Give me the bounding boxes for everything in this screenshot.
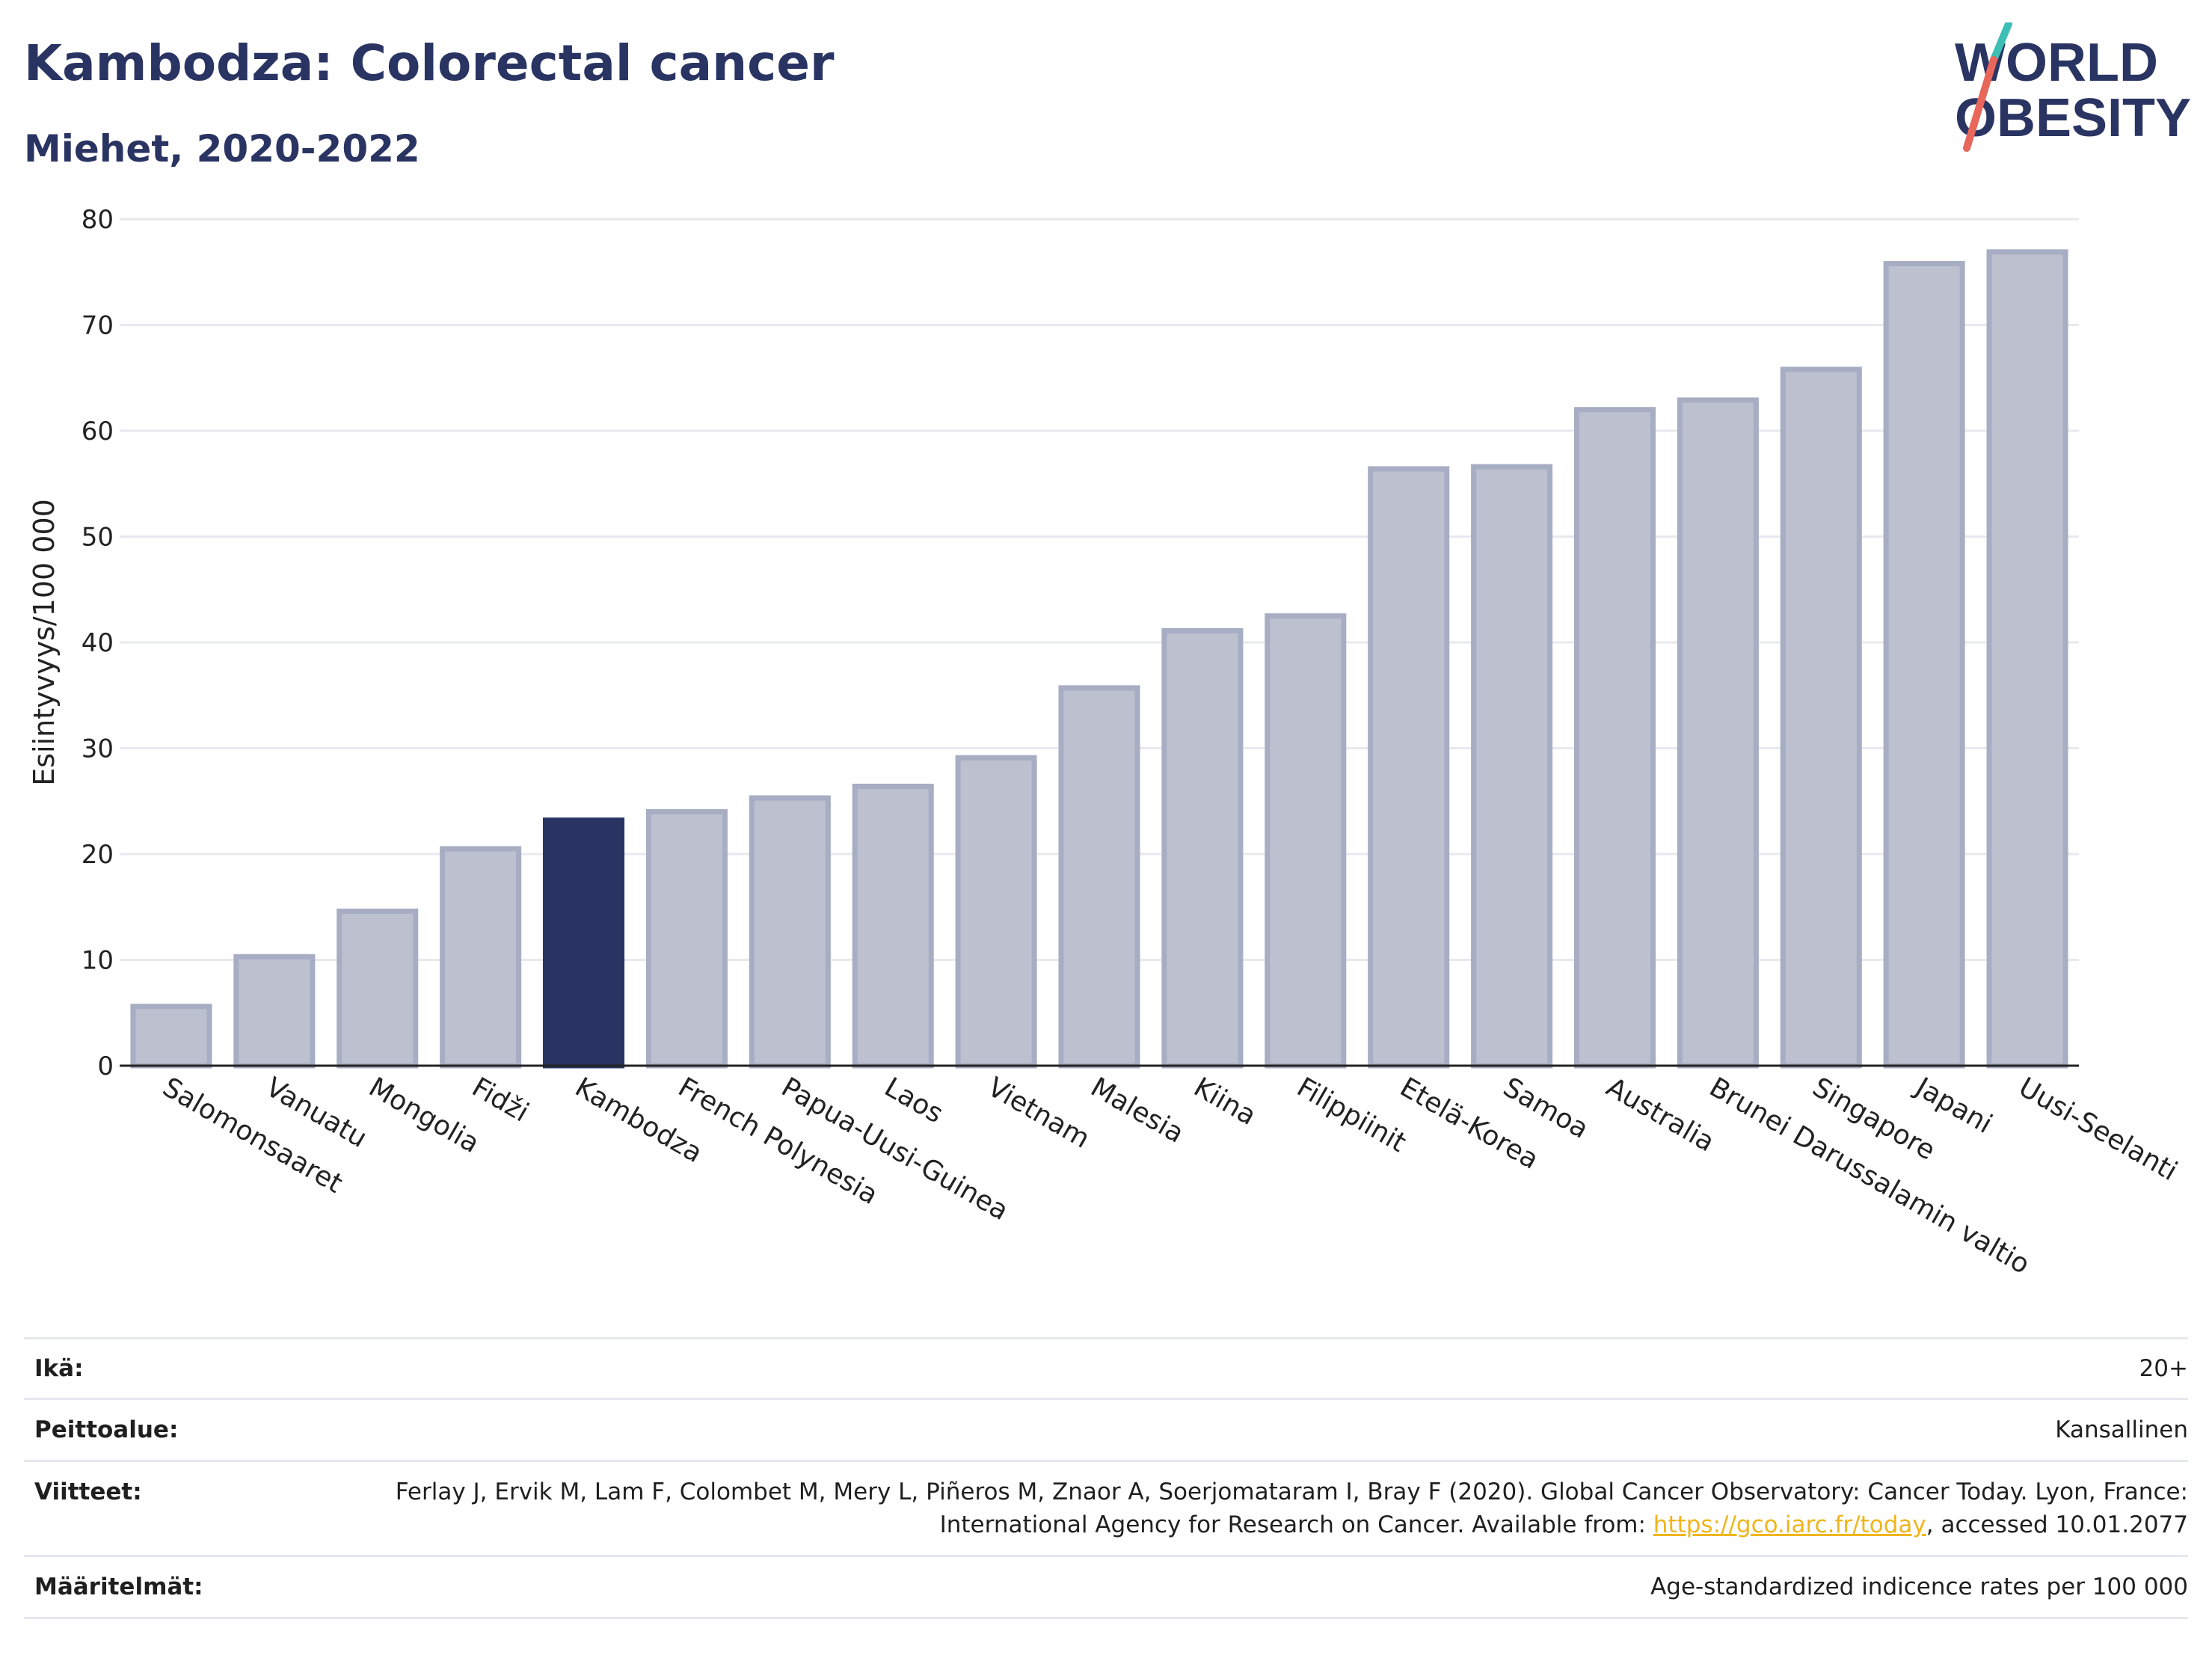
bars: [130, 249, 2068, 1069]
bar-kambodza: [543, 817, 625, 1069]
chart-title: Kambodza: Colorectal cancer: [24, 34, 835, 92]
bar-mongolia: [337, 908, 419, 1069]
bar-fid-i: [440, 846, 522, 1069]
bar-vanuatu: [233, 954, 316, 1069]
x-tick-label: Filippiinit: [1291, 1072, 1411, 1158]
bar-singapore: [1780, 366, 1862, 1069]
y-tick-label: 10: [82, 946, 114, 976]
references-link[interactable]: https://gco.iarc.fr/today: [1653, 1511, 1926, 1538]
y-tick-label: 60: [82, 417, 114, 446]
y-tick-label: 40: [82, 628, 114, 658]
info-row-coverage: Peittoalue: Kansallinen: [24, 1400, 2188, 1462]
info-row-references: Viitteet: Ferlay J, Ervik M, Lam F, Colo…: [24, 1462, 2188, 1557]
bar-etelä-korea: [1368, 466, 1450, 1069]
x-tick-label: Uusi-Seelanti: [2014, 1072, 2183, 1187]
x-tick-label: Salomonsaaret: [157, 1072, 347, 1200]
bar-uusi-seelanti: [1986, 249, 2068, 1069]
x-tick-label: Australia: [1601, 1072, 1719, 1158]
y-axis-label: Esiintyvyys/100 000: [28, 499, 61, 786]
coverage-label: Peittoalue:: [34, 1416, 179, 1443]
bar-french-polynesia: [645, 808, 728, 1069]
x-tick-label: Mongolia: [363, 1072, 485, 1159]
x-tick-label: Vietnam: [983, 1072, 1095, 1155]
y-tick-label: 50: [82, 523, 114, 553]
bar-filippiinit: [1265, 613, 1347, 1069]
references-label: Viitteet:: [34, 1479, 142, 1505]
y-tick-label: 70: [82, 311, 114, 341]
references-value: Ferlay J, Ervik M, Lam F, Colombet M, Me…: [244, 1476, 2188, 1541]
coverage-value: Kansallinen: [2055, 1416, 2188, 1443]
logo-line2: OBESITY: [1955, 88, 2191, 148]
bar-papua-uusi-guinea: [749, 795, 831, 1069]
age-label: Ikä:: [34, 1355, 84, 1382]
bar-laos: [852, 783, 934, 1069]
x-tick-label: Laos: [879, 1072, 948, 1129]
info-table: Ikä: 20+ Peittoalue: Kansallinen Viittee…: [24, 1337, 2188, 1619]
bar-vietnam: [955, 755, 1037, 1069]
bar-salomonsaaret: [130, 1004, 212, 1069]
bar-australia: [1573, 407, 1656, 1069]
chart-subtitle: Miehet, 2020-2022: [24, 127, 420, 171]
bar-malesia: [1058, 685, 1140, 1069]
y-tick-label: 80: [82, 205, 114, 235]
y-tick-label: 20: [82, 840, 114, 870]
bar-japani: [1883, 260, 1965, 1069]
y-tick-label: 30: [82, 734, 114, 764]
y-ticks: 0 10 20 30 40 50 60 70 80: [82, 205, 114, 1081]
references-suffix: , accessed 10.01.2077: [1926, 1511, 2188, 1538]
bar-samoa: [1471, 464, 1553, 1069]
definitions-label: Määritelmät:: [34, 1573, 203, 1600]
references-text: Ferlay J, Ervik M, Lam F, Colombet M, Me…: [395, 1479, 2188, 1538]
bar-chart: 0 10 20 30 40 50 60 70 80 SalomonsaaretVanuatuMo…: [28, 205, 2182, 1280]
age-value: 20+: [2139, 1355, 2188, 1382]
bar-brunei-darussalamin-valtio: [1677, 397, 1759, 1069]
x-tick-label: Fidži: [467, 1072, 534, 1128]
y-tick-label: 0: [97, 1051, 114, 1081]
info-row-definitions: Määritelmät: Age-standardized indicence …: [24, 1557, 2188, 1619]
definitions-value: Age-standardized indicence rates per 100…: [1650, 1573, 2188, 1600]
x-tick-label: Kiina: [1188, 1072, 1261, 1132]
bar-kiina: [1161, 627, 1244, 1069]
info-row-age: Ikä: 20+: [24, 1339, 2188, 1400]
x-tick-label: Malesia: [1086, 1072, 1189, 1149]
world-obesity-logo: WORLD OBESITY: [1955, 22, 2191, 152]
